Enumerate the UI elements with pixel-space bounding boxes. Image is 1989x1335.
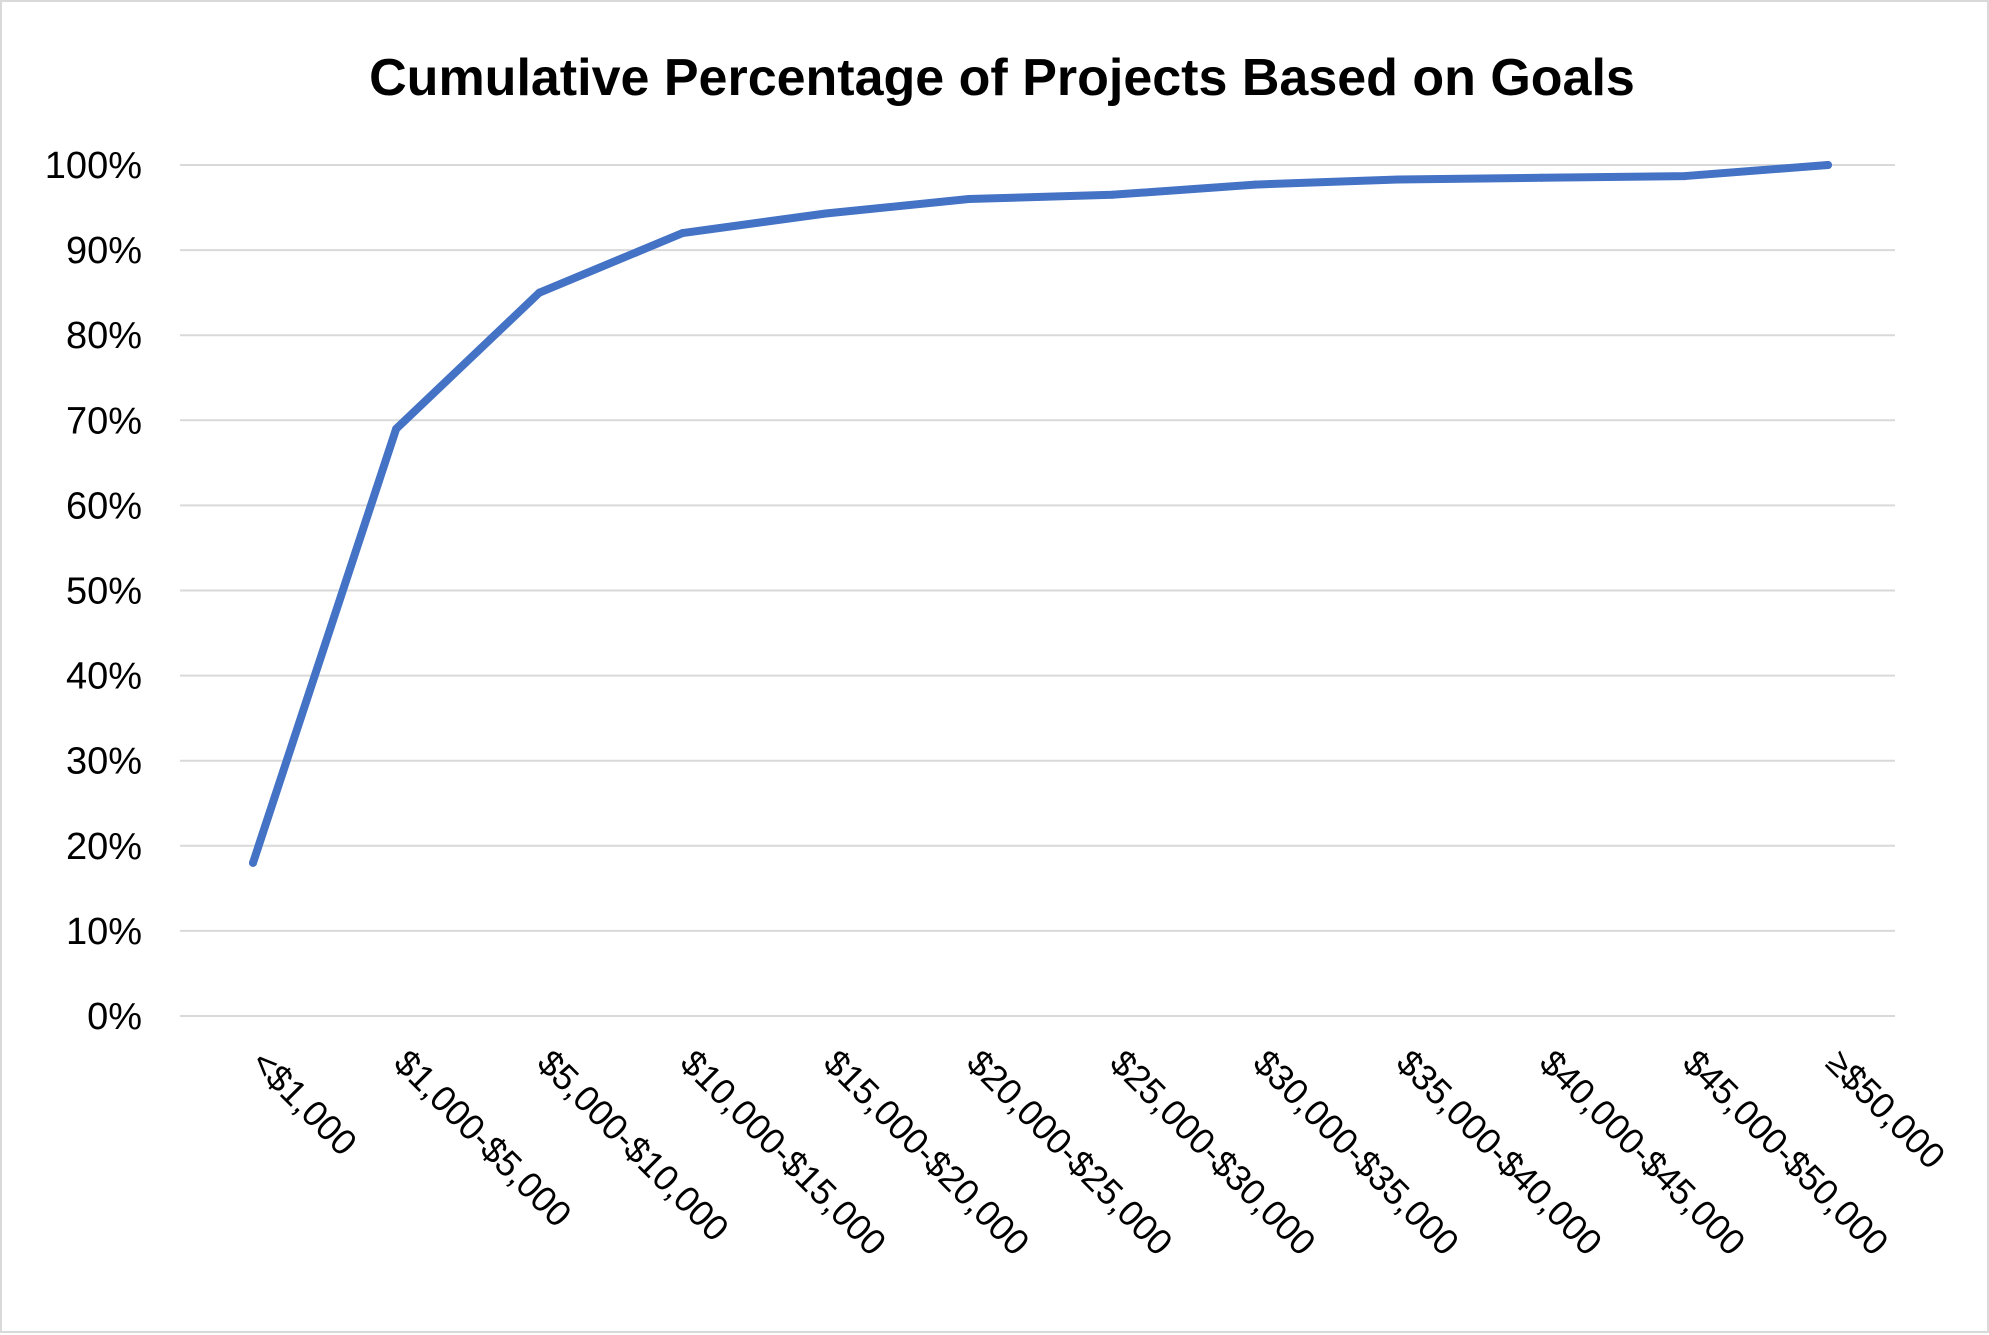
y-tick-label: 10% [66, 911, 142, 953]
y-tick-label: 90% [66, 230, 142, 272]
series-layer [249, 161, 1832, 867]
data-point [678, 229, 687, 238]
y-tick-label: 30% [66, 741, 142, 783]
y-tick-label: 20% [66, 826, 142, 868]
data-point [821, 209, 830, 218]
data-point [964, 195, 973, 204]
data-point [249, 858, 257, 867]
y-tick-label: 40% [66, 656, 142, 698]
y-axis-tick-labels: 0% 10% 20% 30% 40% 50% 60% 70% 80% 90% 100% [45, 145, 142, 1038]
y-tick-label: 70% [66, 400, 142, 442]
y-tick-label: 0% [87, 996, 142, 1038]
data-point [1537, 173, 1546, 182]
data-point [1680, 172, 1689, 181]
x-tick-label: ≥$50,000 [1818, 1042, 1953, 1177]
y-tick-label: 60% [66, 485, 142, 527]
series-line [249, 161, 1832, 867]
x-axis-tick-labels: <$1,000 $1,000-$5,000$5,000-$10,000$10,00… [243, 1042, 1953, 1264]
data-point [1108, 190, 1117, 199]
chart-title: Cumulative Percentage of Projects Based … [369, 49, 1635, 107]
data-point [1394, 175, 1403, 184]
y-tick-label: 100% [45, 145, 142, 187]
gridlines [180, 164, 1895, 1017]
data-point [392, 424, 401, 433]
data-point [1824, 161, 1832, 169]
y-tick-label: 80% [66, 315, 142, 357]
y-tick-label: 50% [66, 571, 142, 613]
data-point [1251, 180, 1260, 189]
data-point [535, 288, 544, 297]
x-tick-label: <$1,000 [243, 1042, 365, 1164]
